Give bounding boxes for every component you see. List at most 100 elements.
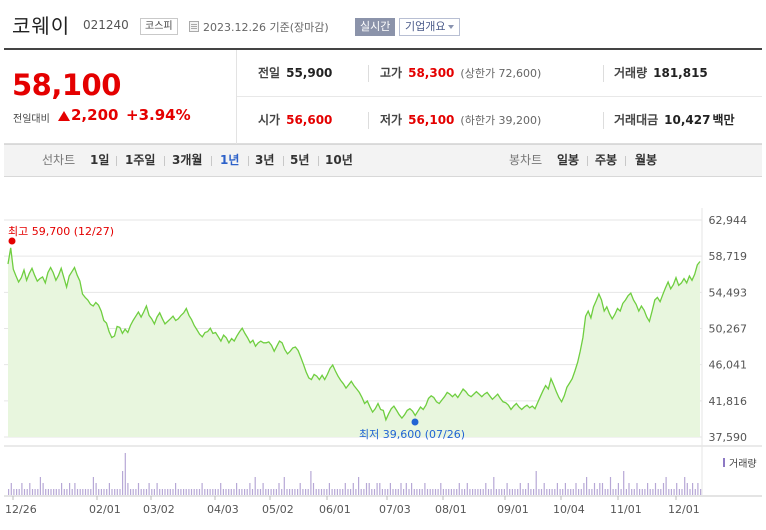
- price-change: 2,200: [71, 106, 119, 124]
- prev-close-cell: 전일 55,900: [258, 50, 332, 97]
- divider: [164, 156, 165, 166]
- candle-daily[interactable]: 일봉: [557, 153, 580, 167]
- volume-bar: [564, 483, 566, 495]
- volume-bar: [39, 477, 41, 495]
- divider: [625, 156, 626, 166]
- candle-chart-label: 봉차트: [509, 153, 543, 167]
- period-10y[interactable]: 10년: [325, 153, 353, 167]
- realtime-button[interactable]: 실시간: [355, 18, 396, 36]
- x-tick-label: 06/01: [319, 503, 351, 516]
- volume-bar: [289, 489, 291, 495]
- volume-bar: [127, 483, 129, 495]
- volume-bar: [384, 489, 386, 495]
- volume-bar: [641, 489, 643, 495]
- chart-toolbar: 선차트 1일 1주일 3개월 1년 3년 5년 10년 봉차트 일봉 주봉 월봉: [4, 144, 762, 177]
- volume-bar: [686, 483, 688, 495]
- volume-bar: [47, 489, 49, 495]
- divider: [603, 112, 604, 129]
- volume-bar: [543, 483, 545, 495]
- volume-bar: [381, 489, 383, 495]
- volume-bar: [365, 483, 368, 495]
- volume-bar: [175, 483, 177, 495]
- amount-unit: 백만: [712, 113, 735, 127]
- volume-bar: [567, 489, 569, 495]
- volume-bar: [130, 489, 132, 495]
- volume-bar: [103, 489, 105, 495]
- candle-monthly[interactable]: 월봉: [635, 153, 658, 167]
- divider: [283, 156, 284, 166]
- volume-bar: [34, 489, 36, 495]
- candle-weekly[interactable]: 주봉: [595, 153, 618, 167]
- volume-bar: [490, 489, 492, 495]
- company-overview-label: 기업개요: [405, 20, 446, 33]
- volume-bar: [692, 483, 694, 495]
- volume-bar: [506, 483, 508, 495]
- upper-limit: (상한가 72,600): [460, 67, 542, 80]
- volume-bar: [424, 483, 426, 495]
- volume-bar: [257, 489, 259, 495]
- volume-bar: [464, 489, 466, 495]
- period-5y[interactable]: 5년: [290, 153, 310, 167]
- period-3y[interactable]: 3년: [255, 153, 275, 167]
- period-1w[interactable]: 1주일: [125, 153, 156, 167]
- period-1d[interactable]: 1일: [90, 153, 110, 167]
- volume-bar: [379, 483, 381, 495]
- volume-bar: [222, 489, 224, 495]
- volume-bar: [633, 489, 635, 495]
- divider: [368, 112, 369, 129]
- lower-limit: (하한가 39,200): [460, 114, 542, 127]
- volume-bar: [74, 483, 76, 495]
- x-tick-label: 09/01: [497, 503, 529, 516]
- volume-bar: [503, 489, 505, 495]
- volume-bar: [673, 489, 675, 495]
- volume-bar: [119, 489, 121, 495]
- volume-bar: [511, 489, 513, 495]
- volume-bar: [397, 489, 399, 495]
- high-label: 고가: [380, 66, 403, 80]
- volume-bar: [371, 489, 373, 495]
- volume-bar: [37, 489, 39, 495]
- volume-bar: [228, 489, 230, 495]
- volume-bar: [562, 489, 564, 495]
- price-area: [8, 247, 700, 437]
- volume-bar: [159, 489, 161, 495]
- volume-bar: [212, 489, 214, 495]
- volume-bar: [662, 483, 665, 495]
- volume-bar: [98, 489, 100, 495]
- volume-bar: [190, 489, 193, 495]
- volume-bar: [265, 489, 267, 495]
- volume-bar: [419, 489, 421, 495]
- volume-bar: [426, 489, 429, 495]
- extreme-markers: 최고 59,700 (12/27) 최저 39,600 (07/26): [8, 225, 465, 441]
- y-tick-label: 58,719: [709, 250, 748, 263]
- volume-bar: [593, 483, 596, 495]
- stock-name: 코웨이: [12, 14, 71, 38]
- volume-bar: [326, 489, 328, 495]
- volume-bar: [122, 471, 124, 495]
- volume-bar: [100, 489, 102, 495]
- open-value: 56,600: [286, 113, 333, 127]
- up-triangle-icon: [58, 111, 70, 121]
- chevron-down-icon: [448, 25, 455, 29]
- volume-bar: [87, 489, 89, 495]
- volume-bar: [334, 489, 336, 495]
- volume-cell: 거래량 181,815: [614, 50, 708, 97]
- volume-bar: [405, 483, 407, 495]
- volume-bar: [689, 489, 691, 495]
- volume-bar: [421, 489, 423, 495]
- period-3m[interactable]: 3개월: [172, 153, 203, 167]
- volume-bar: [294, 489, 296, 495]
- volume-bar: [307, 489, 309, 495]
- company-overview-dropdown[interactable]: 기업개요: [399, 18, 461, 36]
- volume-bar: [586, 477, 588, 495]
- volume-bar: [376, 483, 378, 495]
- volume-bar: [389, 483, 391, 495]
- volume-bar: [29, 483, 31, 495]
- volume-bar: [649, 489, 651, 495]
- min-marker: [411, 418, 419, 426]
- period-1y[interactable]: 1년: [220, 153, 240, 167]
- volume-bar: [538, 489, 540, 495]
- volume-bar: [16, 489, 18, 495]
- quote-row-1: 전일 55,900 고가 58,300 (상한가 72,600) 거래량 181,815: [237, 50, 762, 97]
- volume-bar: [90, 489, 92, 495]
